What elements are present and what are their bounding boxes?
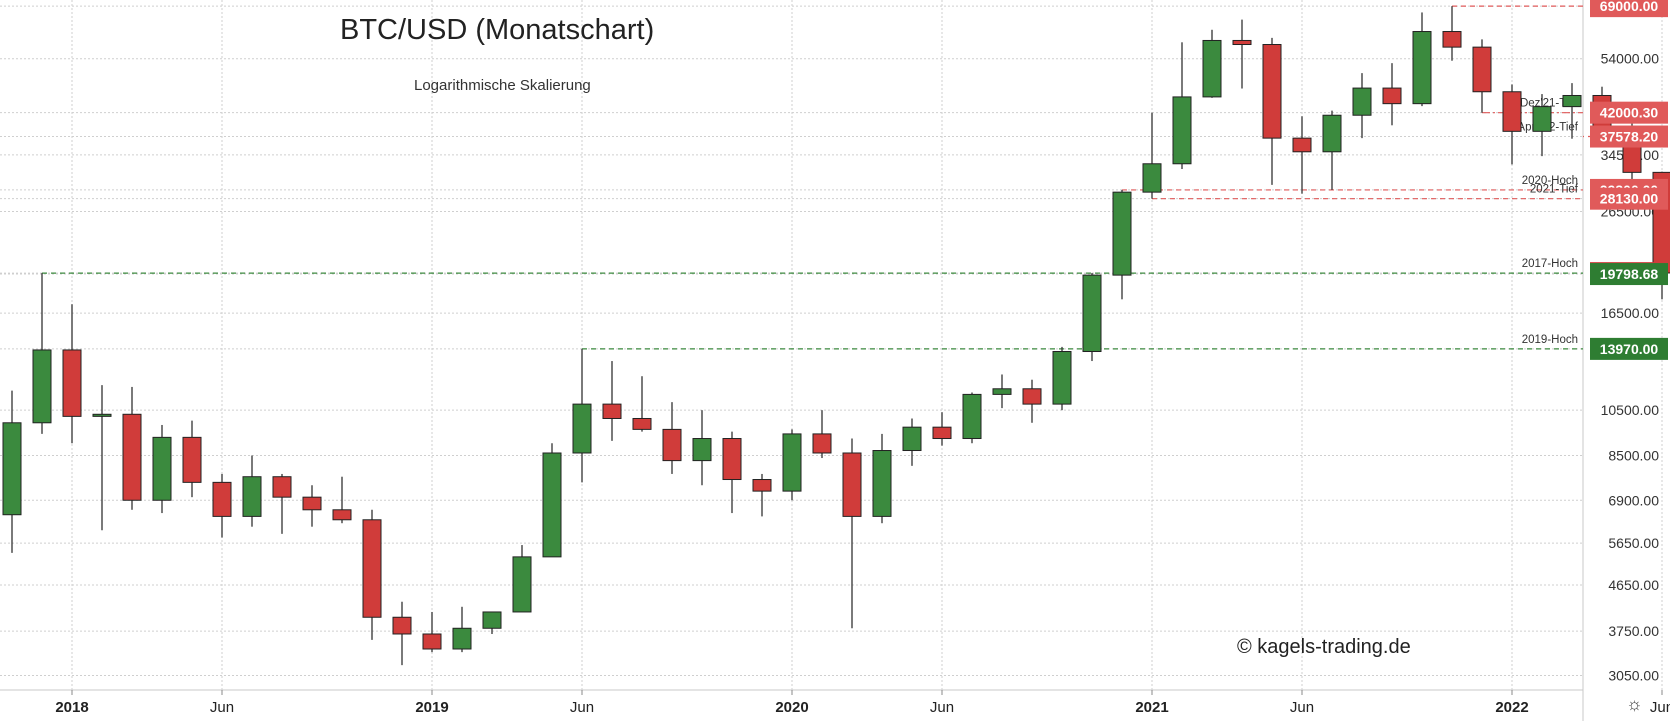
price-label-box bbox=[1590, 101, 1668, 124]
level-label: Allzeit-Hoch bbox=[1517, 0, 1578, 3]
candle-body bbox=[1352, 87, 1372, 116]
candle-body bbox=[1232, 39, 1252, 46]
x-tick-label: 2021 bbox=[1135, 699, 1168, 716]
candle-body bbox=[1082, 274, 1102, 353]
y-tick-label: 16500.00 bbox=[1601, 305, 1660, 321]
price-label-text: 28130.00 bbox=[1600, 191, 1659, 207]
x-tick-label: Jun bbox=[1650, 699, 1670, 716]
candle-body bbox=[932, 426, 952, 440]
price-label-box bbox=[1590, 0, 1668, 18]
candle-body bbox=[392, 616, 412, 635]
candle-body bbox=[1112, 191, 1132, 276]
y-tick-label: 4650.00 bbox=[1608, 577, 1659, 593]
candle-body bbox=[1412, 31, 1432, 105]
candle-body bbox=[1172, 96, 1192, 165]
candle-body bbox=[242, 476, 262, 517]
candle-body bbox=[1382, 87, 1402, 105]
candle-body bbox=[2, 422, 22, 516]
x-tick-label: Jun bbox=[570, 699, 594, 716]
candle-body bbox=[962, 393, 982, 440]
y-tick-label: 10500.00 bbox=[1601, 402, 1660, 418]
y-tick-label: 3050.00 bbox=[1608, 667, 1659, 683]
candle-body bbox=[272, 476, 292, 498]
candle-body bbox=[212, 481, 232, 517]
level-label: 2017-Hoch bbox=[1522, 258, 1578, 270]
candle-body bbox=[1262, 44, 1282, 139]
candle-body bbox=[1472, 46, 1492, 93]
candle-body bbox=[692, 438, 712, 462]
settings-gear-icon[interactable]: ☼ bbox=[1626, 694, 1643, 714]
price-label-box bbox=[1590, 263, 1668, 286]
level-label: 2019-Hoch bbox=[1522, 334, 1578, 346]
price-label-box bbox=[1590, 337, 1668, 360]
candle-body bbox=[62, 349, 82, 417]
x-tick-label: 2022 bbox=[1495, 699, 1528, 716]
candle-body bbox=[32, 349, 52, 424]
candle-body bbox=[182, 436, 202, 483]
candle-body bbox=[1142, 163, 1162, 193]
candle-body bbox=[992, 388, 1012, 395]
candle-body bbox=[1322, 114, 1342, 153]
price-label-text: 13970.00 bbox=[1600, 341, 1659, 357]
chart-subtitle: Logarithmische Skalierung bbox=[414, 77, 591, 94]
candle-body bbox=[872, 450, 892, 517]
candle-body bbox=[362, 519, 382, 618]
candle-body bbox=[1502, 91, 1522, 132]
candle-body bbox=[572, 403, 592, 454]
candle-body bbox=[152, 436, 172, 501]
candle-body bbox=[782, 433, 802, 492]
candle-body bbox=[662, 428, 682, 462]
y-tick-label: 5650.00 bbox=[1608, 535, 1659, 551]
y-tick-label: 54000.00 bbox=[1601, 51, 1660, 67]
candle-body bbox=[1052, 351, 1072, 405]
x-tick-label: 2019 bbox=[415, 699, 448, 716]
candle-body bbox=[752, 479, 772, 492]
candle-body bbox=[632, 417, 652, 430]
candle-body bbox=[1532, 106, 1552, 132]
candle-body bbox=[452, 627, 472, 650]
candle-body bbox=[1442, 31, 1462, 48]
candle-body bbox=[542, 452, 562, 558]
y-tick-label: 3750.00 bbox=[1608, 623, 1659, 639]
price-label-box bbox=[1590, 125, 1668, 148]
candle-body bbox=[332, 509, 352, 521]
level-label: 2021-Tief bbox=[1530, 184, 1579, 196]
x-tick-label: 2020 bbox=[775, 699, 808, 716]
x-tick-label: 2018 bbox=[55, 699, 88, 716]
price-label-text: 19798.68 bbox=[1600, 266, 1659, 282]
x-tick-label: Jun bbox=[210, 699, 234, 716]
watermark: © kagels-trading.de bbox=[1237, 636, 1411, 658]
candle-body bbox=[1292, 137, 1312, 153]
y-tick-label: 8500.00 bbox=[1608, 448, 1659, 464]
x-tick-label: Jun bbox=[1290, 699, 1314, 716]
price-label-text: 69000.00 bbox=[1600, 0, 1659, 14]
candle-body bbox=[812, 433, 832, 454]
candle-body bbox=[122, 413, 142, 501]
candle-body bbox=[1202, 39, 1222, 98]
candle-body bbox=[422, 633, 442, 650]
price-label-box bbox=[1590, 187, 1668, 210]
candle-body bbox=[722, 438, 742, 481]
candle-body bbox=[602, 403, 622, 419]
price-label-text: 42000.30 bbox=[1600, 105, 1659, 121]
candle-body bbox=[842, 452, 862, 517]
price-label-text: 37578.20 bbox=[1600, 129, 1659, 145]
candle-body bbox=[902, 426, 922, 452]
x-tick-label: Jun bbox=[930, 699, 954, 716]
candle-body bbox=[1022, 388, 1042, 405]
y-tick-label: 6900.00 bbox=[1608, 492, 1659, 508]
level-label: 2020-Hoch bbox=[1522, 175, 1578, 187]
candle-body bbox=[302, 496, 322, 511]
chart-title: BTC/USD (Monatschart) bbox=[340, 14, 655, 46]
candle-body bbox=[512, 556, 532, 613]
candle-body bbox=[482, 611, 502, 629]
candle-body bbox=[92, 413, 112, 417]
candle-body bbox=[1562, 94, 1582, 108]
